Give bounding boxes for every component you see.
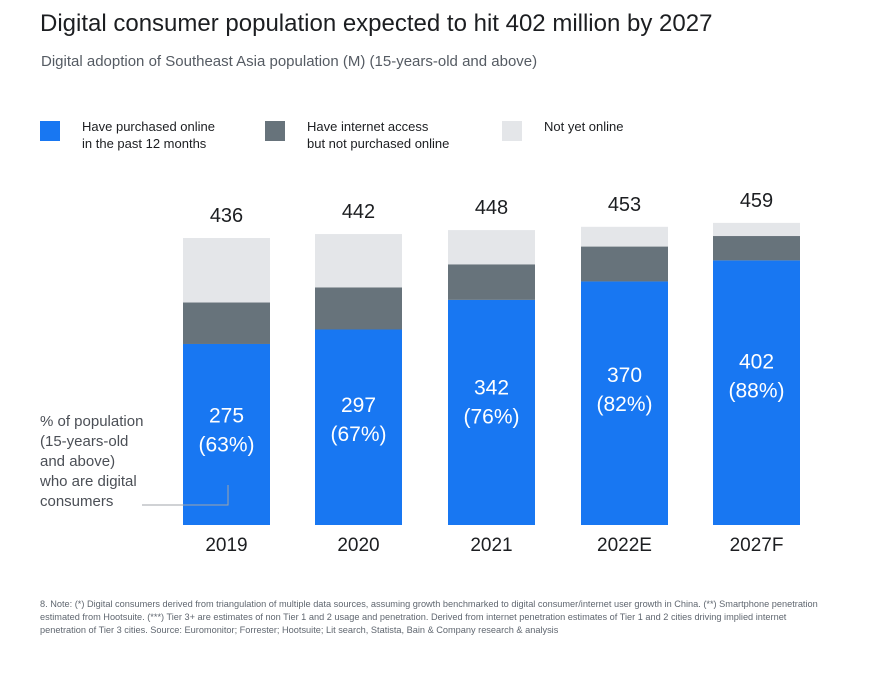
bar-not-online-2022e [581,226,668,247]
legend-item-internet-access: Have internet access but not purchased o… [265,118,449,152]
legend-item-not-online: Not yet online [502,118,624,141]
total-label-2020: 442 [342,201,375,223]
total-label-2019: 436 [210,205,243,227]
bar-not-online-2019 [183,238,270,303]
chart-annotation: % of population (15-years-old and above)… [40,413,144,510]
legend-swatch-purchased [40,121,60,141]
bar-not-online-2027f [713,222,800,237]
bar-internet-access-2021 [448,264,535,300]
annotation-connector [142,485,229,506]
legend-swatch-not-online [502,121,522,141]
purchased-value-label-2022e: 370 [607,364,642,387]
bar-purchased-2027f [713,260,800,525]
purchased-percent-label-2021: (76%) [463,405,519,428]
bar-internet-access-2020 [315,287,402,330]
bar-purchased-2020 [315,329,402,525]
legend-item-purchased: Have purchased online in the past 12 mon… [40,118,215,152]
total-label-2022e: 453 [608,194,641,216]
purchased-percent-label-2022e: (82%) [596,393,652,416]
x-tick-label-2027f: 2027F [730,535,784,556]
total-label-2027f: 459 [740,190,773,212]
purchased-value-label-2021: 342 [474,376,509,399]
x-tick-label-2021: 2021 [470,535,512,556]
bar-not-online-2020 [315,234,402,288]
bar-purchased-2019 [183,343,270,525]
x-tick-label-2020: 2020 [337,535,379,556]
purchased-percent-label-2020: (67%) [330,423,386,446]
x-tick-label-2022e: 2022E [597,535,652,556]
purchased-value-label-2027f: 402 [739,351,774,374]
legend-swatch-internet-access [265,121,285,141]
total-label-2021: 448 [475,197,508,219]
bar-not-online-2021 [448,230,535,265]
purchased-percent-label-2019: (63%) [198,433,254,456]
legend-label-not-online: Not yet online [544,119,624,134]
chart-subtitle: Digital adoption of Southeast Asia popul… [41,53,538,70]
purchased-value-label-2020: 297 [341,394,376,417]
bar-internet-access-2019 [183,302,270,344]
legend-label-purchased: Have purchased online in the past 12 mon… [82,119,215,151]
bar-purchased-2021 [448,299,535,525]
x-tick-label-2019: 2019 [205,535,247,556]
footnote: 8. Note: (*) Digital consumers derived f… [40,599,818,635]
purchased-percent-label-2027f: (88%) [728,380,784,403]
bar-purchased-2022e [581,281,668,525]
purchased-value-label-2019: 275 [209,404,244,427]
stacked-bar-chart: 436 275 (63%) 2019 442 297 (67%) 2020 448 342 (76%… [142,190,800,556]
bar-internet-access-2022e [581,246,668,282]
bar-internet-access-2027f [713,236,800,261]
legend-label-internet-access: Have internet access but not purchased o… [307,119,450,151]
page-title: Digital consumer population expected to … [40,10,713,37]
